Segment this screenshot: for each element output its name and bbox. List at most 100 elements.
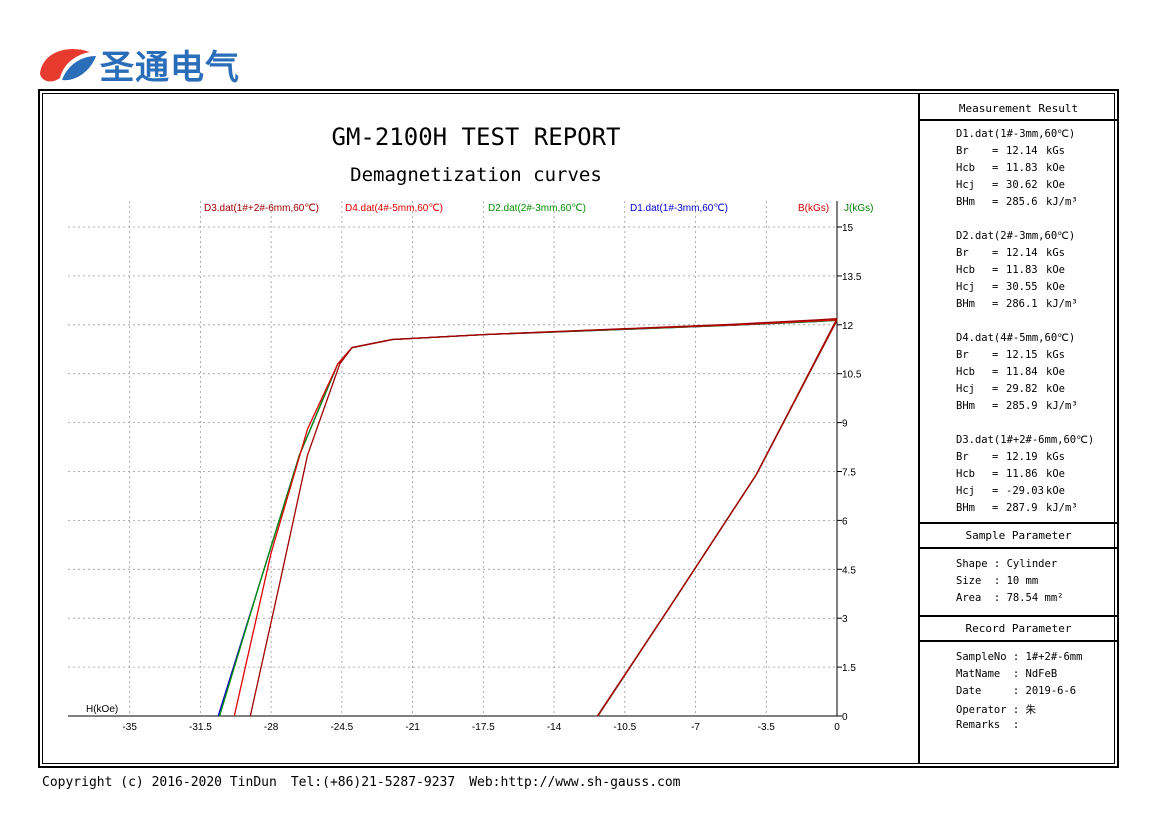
y-tick-labels: 0 1.5 3 4.5 6 7.5 9 10.5 12 13.5 15 [842, 223, 862, 723]
record-operator: Operator : 朱 [956, 704, 1037, 716]
result-hcj-equals: = [992, 485, 999, 497]
j-curve-line [233, 319, 838, 717]
legend-entry: D2.dat(2#-3mm,60℃) [488, 203, 586, 214]
result-br-unit: kGs [1046, 247, 1065, 259]
footer-copyright: Copyright (c) 2016-2020 TinDun [42, 775, 277, 790]
result-br-key: Br [956, 451, 969, 463]
b-curve-line [597, 319, 838, 717]
brand-swirl-icon [40, 48, 96, 82]
divider [920, 615, 1117, 617]
x-tick-label: 0 [834, 722, 840, 733]
result-file-name: D2.dat(2#-3mm,60℃) [956, 230, 1076, 242]
result-bhm-value: 287.9 [1006, 502, 1038, 514]
result-bhm-equals: = [992, 502, 999, 514]
b-curve-line [597, 319, 838, 717]
result-br-key: Br [956, 145, 969, 157]
report-subtitle: Demagnetization curves [350, 164, 602, 186]
result-br-unit: kGs [1046, 349, 1065, 361]
result-bhm-equals: = [992, 196, 999, 208]
result-bhm-equals: = [992, 298, 999, 310]
report-title: GM-2100H TEST REPORT [332, 123, 621, 151]
footer-tel: Tel:(+86)21-5287-9237 [290, 775, 456, 790]
result-br-unit: kGs [1046, 451, 1065, 463]
sample-size: Size : 10 mm [956, 575, 1039, 587]
result-hcb-unit: kOe [1046, 162, 1065, 174]
legend-entry: D3.dat(1#+2#-6mm,60℃) [204, 203, 319, 214]
result-bhm-unit: kJ/m³ [1046, 298, 1078, 310]
x-tick-label: -7 [691, 722, 700, 733]
result-hcb-equals: = [992, 468, 999, 480]
result-hcj-unit: kOe [1046, 383, 1065, 395]
result-hcb-key: Hcb [956, 162, 975, 174]
result-hcj-row: Hcj = 29.82 kOe [956, 383, 1065, 395]
j-curve-line [218, 319, 838, 717]
result-br-value: 12.14 [1006, 145, 1038, 157]
x-tick-label: -10.5 [613, 722, 636, 733]
result-bhm-key: BHm [956, 400, 975, 412]
x-tick-label: -31.5 [189, 722, 212, 733]
result-file-name: D4.dat(4#-5mm,60℃) [956, 332, 1076, 344]
result-hcb-unit: kOe [1046, 366, 1065, 378]
chart-curves [217, 317, 838, 717]
record-remarks: Remarks : [956, 719, 1020, 731]
result-br-value: 12.15 [1006, 349, 1038, 361]
result-bhm-value: 286.1 [1006, 298, 1038, 310]
j-curve-line [249, 317, 838, 717]
record-parameter-title: Record Parameter [965, 622, 1072, 635]
result-hcj-value: 30.55 [1006, 281, 1038, 293]
result-hcj-key: Hcj [956, 485, 975, 497]
result-hcj-equals: = [992, 281, 999, 293]
result-hcj-unit: kOe [1046, 179, 1065, 191]
report-outer-frame [38, 89, 1119, 768]
y-tick-label: 3 [842, 614, 848, 625]
result-file-name: D1.dat(1#-3mm,60℃) [956, 128, 1076, 140]
result-bhm-key: BHm [956, 502, 975, 514]
x-tick-label: -3.5 [758, 722, 776, 733]
legend-entry: D1.dat(1#-3mm,60℃) [630, 203, 728, 214]
result-hcj-key: Hcj [956, 179, 975, 191]
report-inner-frame [42, 93, 1115, 764]
record-date: Date : 2019-6-6 [956, 685, 1077, 697]
result-file-name: D3.dat(1#+2#-6mm,60℃) [956, 434, 1095, 446]
result-hcj-key: Hcj [956, 383, 975, 395]
result-bhm-unit: kJ/m³ [1046, 502, 1078, 514]
result-bhm-row: BHm = 286.1 kJ/m³ [956, 298, 1078, 310]
result-bhm-key: BHm [956, 196, 975, 208]
result-hcb-value: 11.86 [1006, 468, 1038, 480]
record-sample-no: SampleNo : 1#+2#-6mm [956, 651, 1083, 663]
b-curve-line [596, 318, 838, 717]
result-hcj-key: Hcj [956, 281, 975, 293]
result-hcb-key: Hcb [956, 264, 975, 276]
x-tick-label: -35 [122, 722, 137, 733]
brand-logo-text: 圣通电气 [100, 48, 240, 88]
result-hcb-unit: kOe [1046, 264, 1065, 276]
result-hcj-value: -29.03 [1006, 485, 1044, 497]
y-tick-label: 6 [842, 516, 848, 527]
legend-entry: D4.dat(4#-5mm,60℃) [345, 203, 443, 214]
result-hcj-row: Hcj = -29.03 kOe [956, 485, 1065, 497]
y-tick-label: 12 [842, 321, 854, 332]
result-br-value: 12.14 [1006, 247, 1038, 259]
j-curve-line [217, 319, 838, 717]
result-br-equals: = [992, 247, 999, 259]
result-bhm-value: 285.9 [1006, 400, 1038, 412]
y-tick-label: 1.5 [842, 663, 856, 674]
result-hcb-equals: = [992, 366, 999, 378]
chart-legend: D3.dat(1#+2#-6mm,60℃) D4.dat(4#-5mm,60℃) D… [204, 203, 728, 214]
result-bhm-row: BHm = 285.9 kJ/m³ [956, 400, 1078, 412]
b-axis-label: B(kGs) [798, 203, 829, 214]
result-hcb-key: Hcb [956, 468, 975, 480]
result-hcj-equals: = [992, 179, 999, 191]
result-hcb-row: Hcb = 11.83 kOe [956, 162, 1065, 174]
result-hcj-value: 30.62 [1006, 179, 1038, 191]
result-br-unit: kGs [1046, 145, 1065, 157]
result-bhm-unit: kJ/m³ [1046, 196, 1078, 208]
y-tick-label: 7.5 [842, 468, 856, 479]
result-hcj-equals: = [992, 383, 999, 395]
side-panel: Measurement Result D1.dat(1#-3mm,60℃) Br =… [918, 93, 1117, 764]
result-br-row: Br = 12.14 kGs [956, 247, 1065, 259]
result-bhm-unit: kJ/m³ [1046, 400, 1078, 412]
divider [920, 119, 1117, 121]
result-hcj-unit: kOe [1046, 485, 1065, 497]
y-tick-label: 10.5 [842, 370, 862, 381]
